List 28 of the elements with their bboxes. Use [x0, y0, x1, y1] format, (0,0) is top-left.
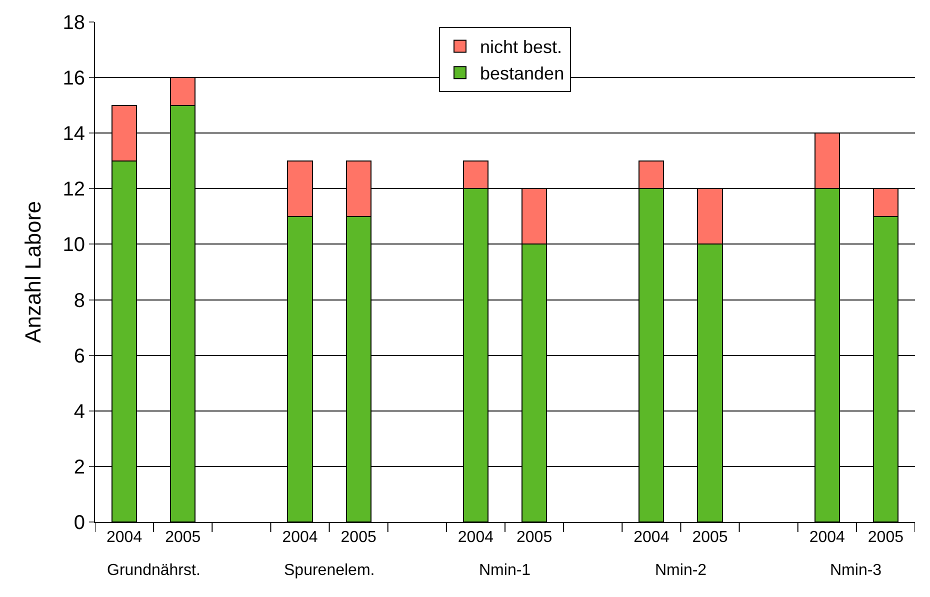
- y-tick-label: 2: [74, 456, 85, 478]
- legend-label: bestanden: [480, 64, 564, 84]
- y-tick-label: 10: [62, 234, 85, 256]
- y-axis-title: Anzahl Labore: [20, 201, 46, 343]
- x-tick-label: 2005: [340, 529, 376, 546]
- x-tick-label: 2004: [809, 529, 846, 546]
- text: Nmin-3: [830, 562, 882, 579]
- text: Grundnährst.: [107, 562, 200, 579]
- x-tick-label: 2005: [516, 529, 552, 546]
- text: Nmin-2: [655, 562, 707, 579]
- y-tick-label: 6: [74, 345, 85, 368]
- y-tick-label: 16: [62, 68, 85, 90]
- x-tick-label: 2004: [458, 529, 494, 546]
- y-tick-label: 4: [74, 400, 85, 423]
- legend-label: nicht best.: [480, 37, 562, 58]
- y-tick-label: 0: [74, 512, 85, 534]
- x-tick-label: 2004: [634, 529, 670, 546]
- x-tick-label: 2005: [165, 529, 201, 546]
- x-tick-label: 2005: [692, 529, 728, 546]
- y-tick-label: 18: [62, 12, 85, 34]
- x-tick-label: 2004: [106, 529, 142, 546]
- text: Nmin-1: [479, 562, 531, 579]
- x-tick-label: 2005: [868, 529, 904, 546]
- text: Spurenelem.: [284, 562, 375, 579]
- y-tick-label: 12: [62, 178, 85, 201]
- y-tick-label: 14: [62, 123, 85, 146]
- x-tick-label: 2004: [282, 529, 318, 546]
- y-tick-label: 8: [74, 290, 85, 312]
